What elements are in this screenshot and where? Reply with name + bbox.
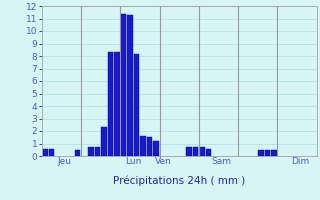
Bar bbox=[75, 150, 80, 156]
Bar bbox=[154, 141, 159, 156]
Bar bbox=[271, 150, 277, 156]
Bar bbox=[258, 150, 264, 156]
Text: Lun: Lun bbox=[125, 158, 141, 166]
Bar bbox=[42, 148, 48, 156]
Bar bbox=[121, 14, 126, 156]
Bar bbox=[186, 147, 192, 156]
Bar bbox=[193, 147, 198, 156]
Text: Jeu: Jeu bbox=[58, 158, 72, 166]
Bar bbox=[206, 148, 212, 156]
Text: Ven: Ven bbox=[155, 158, 171, 166]
Text: Sam: Sam bbox=[212, 158, 232, 166]
Bar bbox=[147, 137, 153, 156]
Bar bbox=[49, 148, 54, 156]
Bar bbox=[265, 150, 270, 156]
Bar bbox=[108, 52, 113, 156]
Bar bbox=[127, 15, 133, 156]
Bar bbox=[101, 127, 107, 156]
Bar bbox=[88, 147, 93, 156]
Bar bbox=[94, 147, 100, 156]
Bar bbox=[140, 136, 146, 156]
Bar bbox=[199, 147, 205, 156]
Bar bbox=[114, 52, 120, 156]
Bar bbox=[134, 54, 140, 156]
Text: Dim: Dim bbox=[291, 158, 309, 166]
Text: Précipitations 24h ( mm ): Précipitations 24h ( mm ) bbox=[113, 176, 245, 186]
